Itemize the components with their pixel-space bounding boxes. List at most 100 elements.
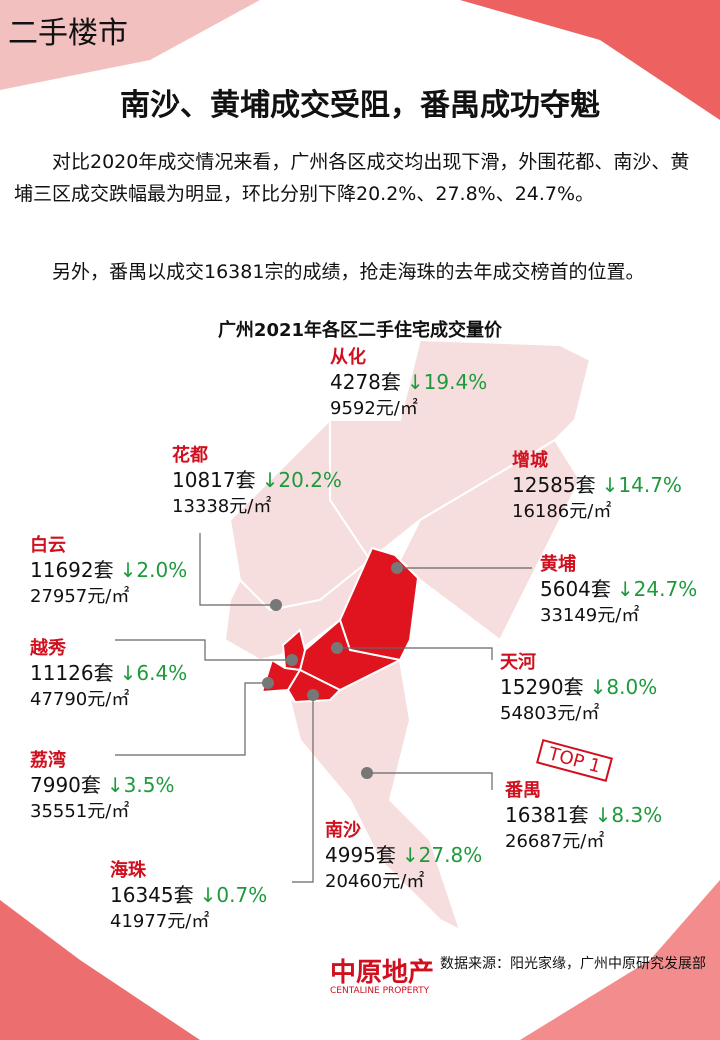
price: 35551元/㎡ — [30, 801, 130, 822]
paragraph: 对比2020年成交情况来看，广州各区成交均出现下滑，外围花都、南沙、黄埔三区成交… — [14, 151, 690, 205]
decor — [520, 880, 720, 1040]
volume-row: 15290套 ↓8.0% — [500, 675, 657, 701]
headline: 南沙、黄埔成交受阻，番禺成功夺魁 — [120, 88, 600, 123]
volume: 7990套 — [30, 773, 101, 797]
name-row: 黄埔 — [540, 552, 697, 577]
volume-row: 5604套 ↓24.7% — [540, 577, 697, 603]
district-name: 荔湾 — [30, 750, 66, 771]
dot — [307, 689, 319, 701]
price: 54803元/㎡ — [500, 703, 600, 724]
price-row: 16186元/㎡ — [512, 499, 682, 524]
leader-line — [337, 647, 493, 660]
district-name: 天河 — [500, 652, 536, 673]
change: ↓24.7% — [616, 577, 698, 601]
change: ↓19.4% — [406, 370, 488, 394]
price-row: 54803元/㎡ — [500, 701, 657, 726]
haizhu-shape — [286, 668, 342, 704]
name-row: 从化 — [330, 345, 487, 370]
dot — [331, 642, 343, 654]
district-label: 南沙 4995套 ↓27.8% 20460元/㎡ — [325, 818, 482, 894]
district-label: 增城 12585套 ↓14.7% 16186元/㎡ — [512, 448, 682, 524]
change: ↓2.0% — [119, 558, 188, 582]
volume-row: 11692套 ↓2.0% — [30, 558, 187, 584]
district-label: 花都 10817套 ↓20.2% 13338元/㎡ — [172, 443, 342, 519]
volume: 5604套 — [540, 577, 611, 601]
change: ↓3.5% — [106, 773, 175, 797]
price: 27957元/㎡ — [30, 586, 130, 607]
volume: 16381套 — [505, 803, 589, 827]
district-label: 海珠 16345套 ↓0.7% 41977元/㎡ — [110, 858, 267, 934]
volume-row: 16381套 ↓8.3% — [505, 803, 662, 829]
change: ↓20.2% — [261, 468, 342, 492]
price-row: 41977元/㎡ — [110, 909, 267, 934]
volume: 12585套 — [512, 473, 596, 497]
logo: 中原地产 — [330, 958, 435, 988]
change: ↓8.3% — [594, 803, 663, 827]
price-row: 47790元/㎡ — [30, 687, 187, 712]
change: ↓0.7% — [199, 883, 268, 907]
district-name: 花都 — [172, 445, 208, 466]
district-label: 从化 4278套 ↓19.4% 9592元/㎡ — [330, 345, 487, 421]
leader-line — [115, 682, 268, 756]
logo-en: CENTALINE PROPERTY — [330, 986, 430, 996]
dot — [391, 562, 403, 574]
name-row: 增城 — [512, 448, 682, 473]
district-label: 天河 15290套 ↓8.0% 54803元/㎡ — [500, 650, 657, 726]
leader-line — [367, 772, 493, 790]
dot — [361, 767, 373, 779]
decor — [0, 0, 260, 90]
district-name: 白云 — [30, 535, 66, 556]
district-name: 南沙 — [325, 820, 361, 841]
volume-row: 7990套 ↓3.5% — [30, 773, 174, 799]
leader-lines — [115, 533, 532, 883]
name-row: 南沙 — [325, 818, 482, 843]
price-row: 27957元/㎡ — [30, 584, 187, 609]
district-name: 增城 — [512, 450, 548, 471]
price-row: 35551元/㎡ — [30, 799, 174, 824]
volume-row: 4995套 ↓27.8% — [325, 843, 482, 869]
volume: 15290套 — [500, 675, 584, 699]
district-name: 番禺 — [505, 780, 541, 801]
leader-line — [199, 533, 276, 606]
name-row: 花都 — [172, 443, 342, 468]
section-tag: 二手楼市 — [8, 16, 128, 51]
name-row: 海珠 — [110, 858, 267, 883]
price: 26687元/㎡ — [505, 831, 605, 852]
volume: 4278套 — [330, 370, 401, 394]
price: 16186元/㎡ — [512, 501, 612, 522]
district-name: 黄埔 — [540, 554, 576, 575]
change: ↓6.4% — [119, 661, 188, 685]
volume: 11692套 — [30, 558, 114, 582]
district-label: 越秀 11126套 ↓6.4% 47790元/㎡ — [30, 636, 187, 712]
district-label: 番禺 16381套 ↓8.3% 26687元/㎡ — [505, 778, 662, 854]
name-row: 天河 — [500, 650, 657, 675]
map-title: 广州2021年各区二手住宅成交量价 — [217, 320, 503, 341]
name-row: 番禺 — [505, 778, 662, 803]
volume: 4995套 — [325, 843, 396, 867]
price: 47790元/㎡ — [30, 689, 130, 710]
change: ↓27.8% — [401, 843, 483, 867]
name-row: 白云 — [30, 533, 187, 558]
volume-row: 16345套 ↓0.7% — [110, 883, 267, 909]
change: ↓8.0% — [589, 675, 658, 699]
price-row: 26687元/㎡ — [505, 829, 662, 854]
price: 13338元/㎡ — [172, 496, 272, 517]
baiyun-shape — [223, 559, 371, 662]
price: 9592元/㎡ — [330, 398, 418, 419]
price-row: 13338元/㎡ — [172, 494, 342, 519]
volume-row: 4278套 ↓19.4% — [330, 370, 487, 396]
decor — [0, 900, 200, 1040]
volume-row: 12585套 ↓14.7% — [512, 473, 682, 499]
volume: 16345套 — [110, 883, 194, 907]
dot — [270, 599, 282, 611]
leader-line — [115, 639, 292, 661]
district-label: 白云 11692套 ↓2.0% 27957元/㎡ — [30, 533, 187, 609]
price-row: 20460元/㎡ — [325, 869, 482, 894]
dot — [286, 654, 298, 666]
volume-row: 11126套 ↓6.4% — [30, 661, 187, 687]
volume-row: 10817套 ↓20.2% — [172, 468, 342, 494]
volume: 10817套 — [172, 468, 256, 492]
dots — [262, 562, 403, 779]
district-name: 从化 — [330, 347, 366, 368]
